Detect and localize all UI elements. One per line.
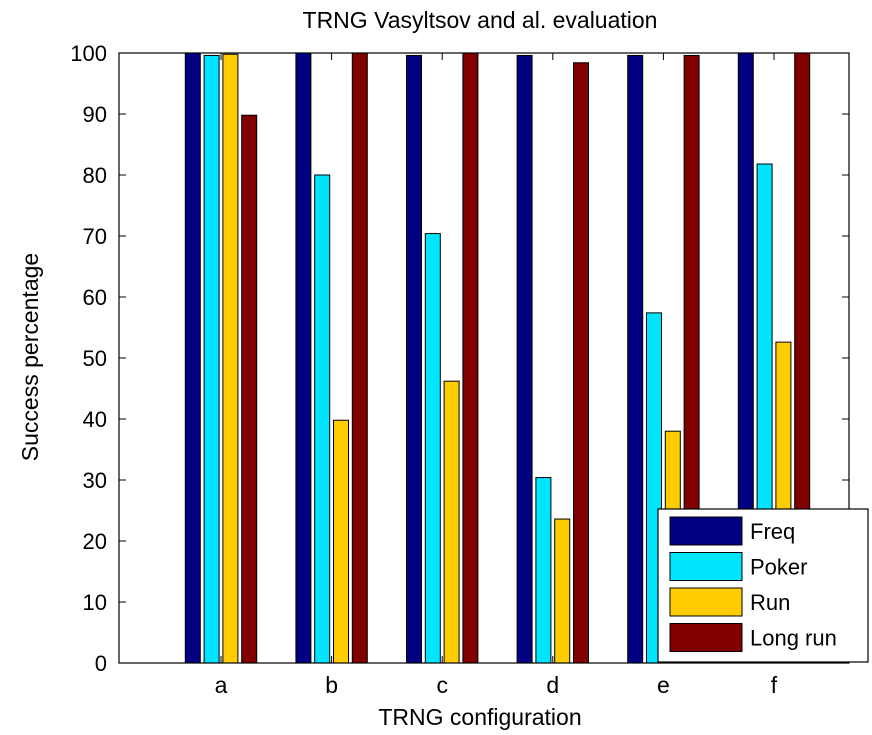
bar-freq-e <box>627 54 644 664</box>
bar-long-run-d <box>573 62 589 664</box>
legend-swatch-run <box>669 587 743 617</box>
bar-long-run-a <box>241 114 258 664</box>
x-axis-label: TRNG configuration <box>378 704 581 730</box>
y-tick-label: 60 <box>83 285 107 310</box>
x-tick-label: c <box>436 672 448 698</box>
bar-run-d <box>554 518 571 664</box>
legend-swatch-freq <box>669 516 743 546</box>
bar-poker-a <box>203 54 220 664</box>
bar-freq-b <box>295 52 312 664</box>
x-tick-label: b <box>325 672 338 698</box>
axes-group: a b c d e f 0 10 20 30 40 50 60 70 80 90 100 <box>70 41 850 698</box>
bar-long-run-b <box>351 52 368 664</box>
bar-run-b <box>333 419 349 664</box>
x-tick-label: f <box>771 672 778 698</box>
y-tick-label: 80 <box>83 163 107 188</box>
legend-label: Long run <box>750 626 837 651</box>
bar-run-c <box>443 380 460 664</box>
legend-label: Poker <box>750 555 807 580</box>
y-tick-label: 20 <box>83 529 107 554</box>
y-tick-label: 40 <box>83 407 107 432</box>
y-tick-label: 10 <box>83 590 107 615</box>
legend-swatch-long-run <box>669 623 743 652</box>
y-tick-label: 100 <box>70 41 107 66</box>
legend-label: Freq <box>750 519 795 544</box>
bar-freq-c <box>406 54 422 664</box>
bar-poker-b <box>314 174 331 664</box>
x-tick-label: a <box>215 672 228 698</box>
bar-poker-c <box>424 233 441 664</box>
legend-swatch-poker <box>669 552 743 581</box>
bar-poker-d <box>535 477 552 664</box>
x-tick-label: d <box>546 672 559 698</box>
y-tick-label: 90 <box>83 102 107 127</box>
y-tick-label: 50 <box>83 346 107 371</box>
chart-title: TRNG Vasyltsov and al. evaluation <box>303 7 658 33</box>
bar-long-run-c <box>462 52 479 664</box>
y-axis-label: Success percentage <box>17 253 43 461</box>
legend: Freq Poker Run Long run <box>657 508 869 663</box>
bar-run-a <box>222 53 239 664</box>
x-tick-label: e <box>657 672 670 698</box>
y-tick-label: 70 <box>83 224 107 249</box>
y-tick-label: 30 <box>83 468 107 493</box>
bar-freq-a <box>184 52 201 664</box>
y-tick-label: 0 <box>95 651 107 676</box>
bar-freq-d <box>516 54 533 664</box>
legend-label: Run <box>750 590 790 615</box>
plot-frame <box>118 52 850 664</box>
